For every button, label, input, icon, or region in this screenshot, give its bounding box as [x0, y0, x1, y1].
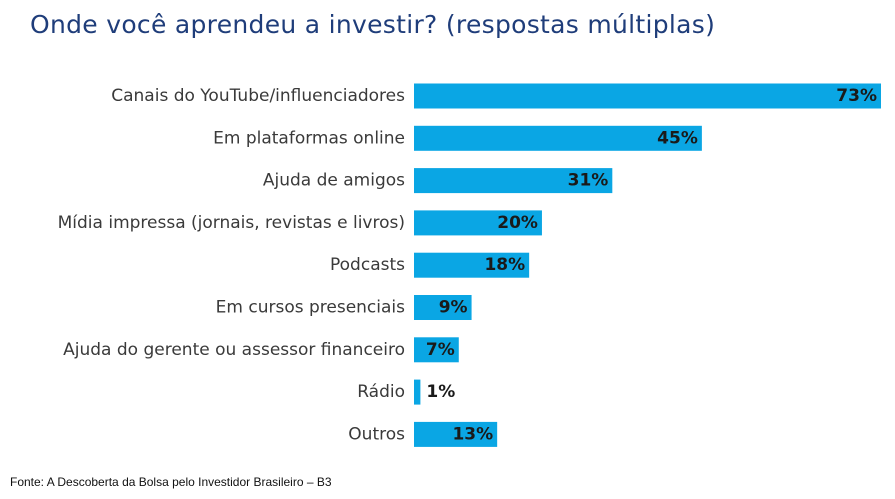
category-label: Em cursos presenciais	[216, 298, 406, 318]
bar	[414, 210, 542, 236]
chart-title: Onde você aprendeu a investir? (resposta…	[30, 10, 716, 39]
bar	[414, 337, 459, 363]
category-label: Rádio	[357, 382, 405, 402]
category-label: Podcasts	[330, 255, 405, 275]
bar	[414, 421, 498, 447]
bar	[414, 252, 530, 278]
value-label: 20%	[497, 213, 538, 233]
value-label: 31%	[568, 171, 609, 191]
bar	[414, 168, 613, 194]
value-label: 45%	[657, 128, 698, 148]
bar	[414, 125, 702, 151]
category-label: Ajuda de amigos	[263, 171, 405, 191]
bar	[414, 379, 421, 405]
value-label: 1%	[426, 382, 455, 402]
category-label: Em plataformas online	[213, 128, 405, 148]
category-label: Mídia impressa (jornais, revistas e livr…	[58, 213, 405, 233]
value-label: 18%	[484, 255, 525, 275]
category-label: Outros	[348, 424, 405, 444]
bar	[414, 83, 881, 109]
category-label: Canais do YouTube/influenciadores	[111, 86, 405, 106]
value-label: 9%	[439, 298, 468, 318]
bar-chart: Canais do YouTube/influenciadores 73% Em p…	[58, 83, 881, 447]
value-label: 7%	[426, 340, 455, 360]
source-note: Fonte: A Descoberta da Bolsa pelo Invest…	[10, 475, 332, 489]
category-label: Ajuda do gerente ou assessor financeiro	[63, 340, 405, 360]
value-label: 13%	[452, 424, 493, 444]
value-label: 73%	[836, 86, 877, 106]
bar	[414, 295, 472, 320]
